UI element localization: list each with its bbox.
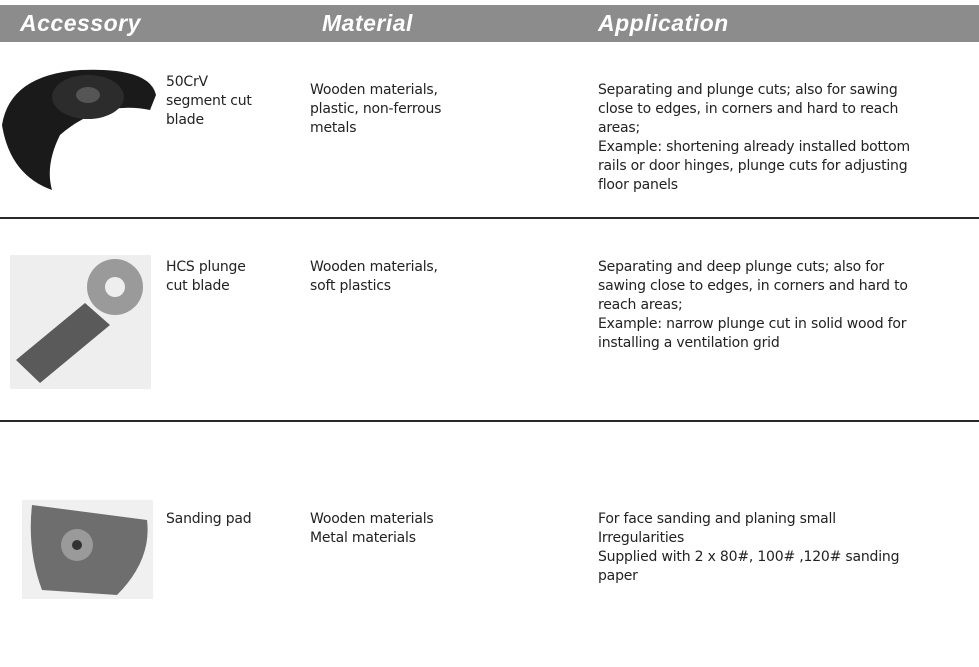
material-text: Metal materials [310,530,416,546]
application-text: Supplied with 2 x 80#, 100# ,120# sandin… [598,549,900,565]
accessory-text: 50CrV [166,74,208,90]
material-text: metals [310,120,357,136]
application-text: paper [598,568,638,584]
application-text: rails or door hinges, plunge cuts for ad… [598,158,908,174]
application-text: floor panels [598,177,678,193]
column-header: Material [322,10,413,36]
material-text: Wooden materials, [310,259,438,275]
application-text: close to edges, in corners and hard to r… [598,101,899,117]
material-text: Wooden materials [310,511,434,527]
application-text: Separating and deep plunge cuts; also fo… [598,259,884,275]
material-text: plastic, non-ferrous [310,101,442,117]
plunge-blade-image [10,255,151,389]
row-divider [0,217,979,219]
column-header: Application [598,10,729,36]
row-divider [0,420,979,422]
application-text: Example: narrow plunge cut in solid wood… [598,316,907,332]
application-text: sawing close to edges, in corners and ha… [598,278,908,294]
accessory-text: segment cut [166,93,252,109]
accessory-text: HCS plunge [166,259,246,275]
accessory-text: cut blade [166,278,230,294]
sanding-pad-image [22,500,153,599]
application-text: Example: shortening already installed bo… [598,139,910,155]
application-text: areas; [598,120,641,136]
application-text: reach areas; [598,297,683,313]
application-text: For face sanding and planing small [598,511,836,527]
material-text: Wooden materials, [310,82,438,98]
application-text: installing a ventilation grid [598,335,780,351]
material-text: soft plastics [310,278,391,294]
column-header: Accessory [20,10,141,36]
header-bar [0,5,979,42]
application-text: Irregularities [598,530,685,546]
application-text: Separating and plunge cuts; also for saw… [598,82,898,98]
accessory-text: Sanding pad [166,511,252,527]
accessory-text: blade [166,112,204,128]
segment-blade-image [2,69,156,190]
